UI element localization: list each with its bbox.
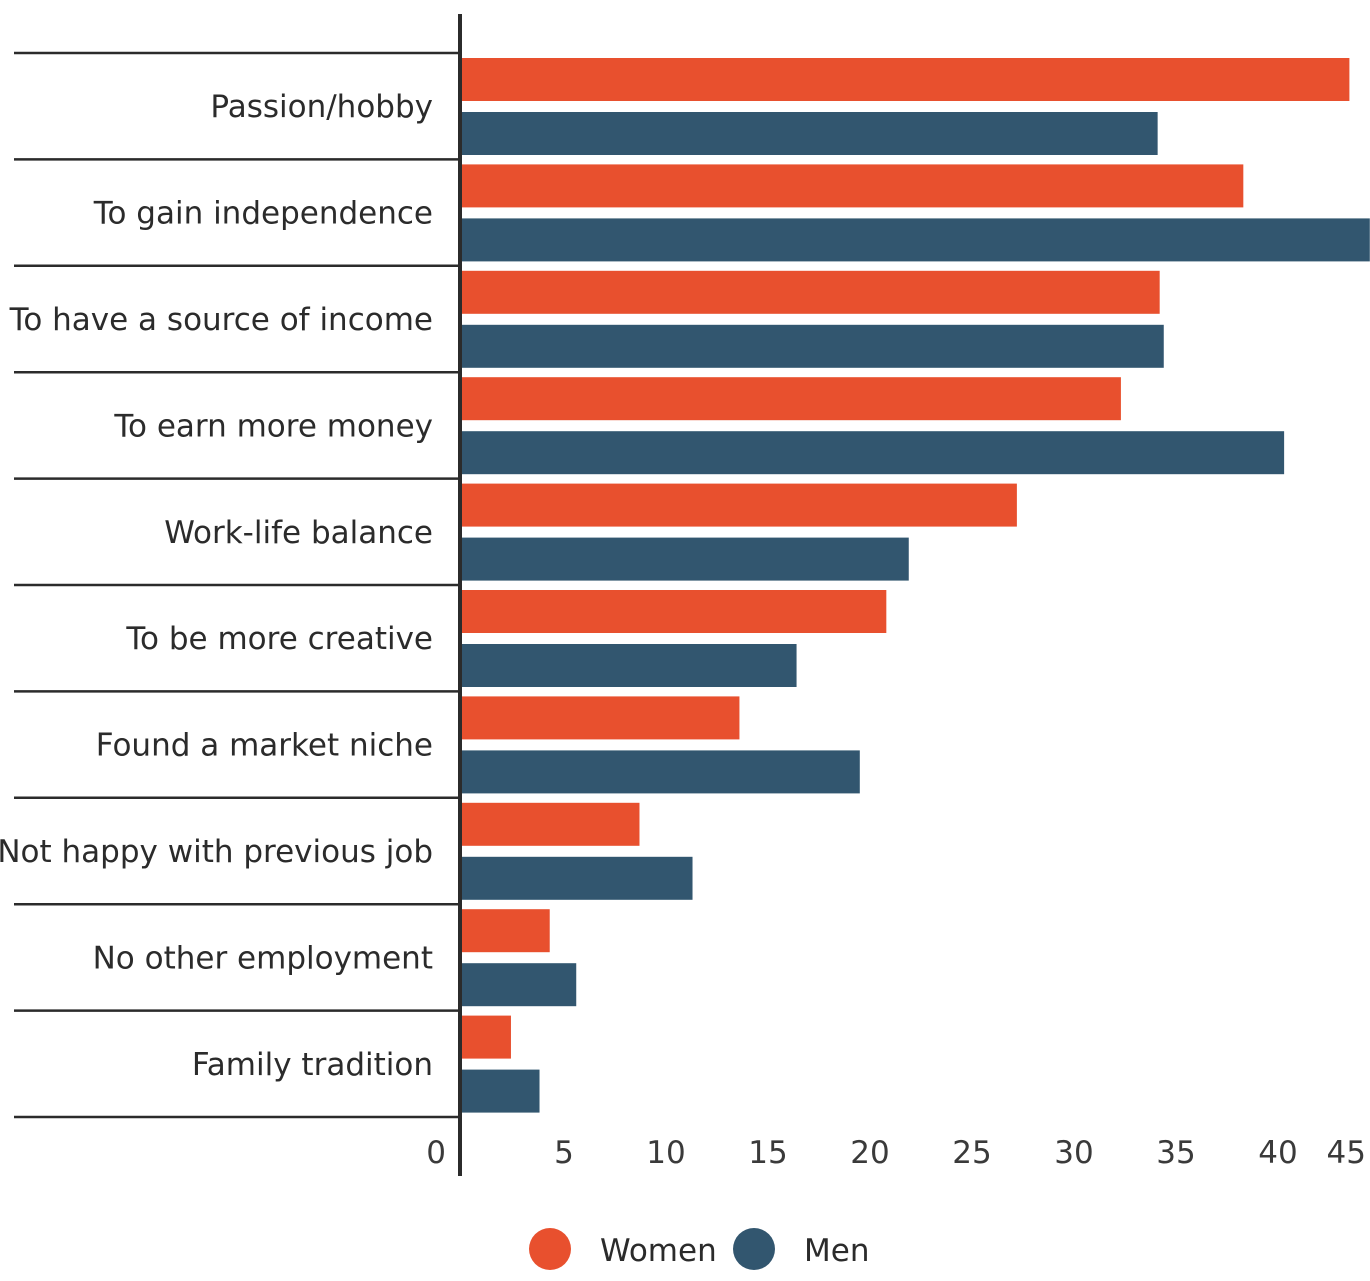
category-label: Work-life balance — [164, 515, 433, 551]
x-axis-ticks: 0 5 10 15 20 25 30 35 40 45 — [426, 1135, 1366, 1171]
bar-men — [462, 750, 860, 794]
bar-women — [462, 58, 1350, 101]
bar-men — [462, 1069, 540, 1113]
bar-women — [462, 270, 1160, 314]
bar-men — [462, 537, 909, 581]
x-tick-label: 40 — [1258, 1135, 1297, 1171]
category-label: Family tradition — [192, 1047, 433, 1083]
category-separators — [14, 51, 458, 1119]
x-tick-label: 35 — [1156, 1135, 1195, 1171]
bar-men — [462, 324, 1164, 368]
bar-men — [462, 218, 1370, 262]
x-tick-label: 25 — [952, 1135, 991, 1171]
category-label: Not happy with previous job — [0, 834, 433, 870]
legend-swatch-men — [733, 1228, 775, 1270]
x-tick-label: 45 — [1327, 1135, 1366, 1171]
legend: Women Men — [529, 1228, 869, 1270]
category-label: Passion/hobby — [210, 89, 433, 125]
bar-women — [462, 590, 887, 633]
bar-men — [462, 856, 693, 900]
bars — [462, 58, 1370, 1113]
category-label: To gain independence — [93, 196, 433, 232]
legend-label-women: Women — [600, 1233, 717, 1269]
x-tick-label: 0 — [426, 1135, 446, 1171]
bar-women — [462, 164, 1244, 208]
category-label: To be more creative — [125, 621, 433, 657]
category-label: No other employment — [93, 940, 433, 976]
category-label: To have a source of income — [9, 302, 433, 338]
legend-label-men: Men — [804, 1233, 869, 1269]
bar-men — [462, 431, 1285, 475]
bar-men — [462, 644, 797, 687]
legend-swatch-women — [529, 1228, 571, 1270]
bar-women — [462, 1015, 511, 1059]
bar-women — [462, 802, 640, 846]
bar-men — [462, 963, 577, 1007]
x-tick-label: 10 — [646, 1135, 685, 1171]
category-labels: Passion/hobby To gain independence To have… — [0, 89, 433, 1083]
bar-women — [462, 696, 740, 740]
x-tick-label: 5 — [554, 1135, 574, 1171]
x-tick-label: 30 — [1054, 1135, 1093, 1171]
bar-women — [462, 483, 1017, 527]
bar-women — [462, 377, 1121, 421]
category-label: Found a market niche — [96, 728, 433, 764]
category-label: To earn more money — [113, 408, 433, 444]
x-tick-label: 15 — [748, 1135, 787, 1171]
bar-men — [462, 112, 1158, 155]
bar-women — [462, 909, 550, 953]
x-tick-label: 20 — [850, 1135, 889, 1171]
